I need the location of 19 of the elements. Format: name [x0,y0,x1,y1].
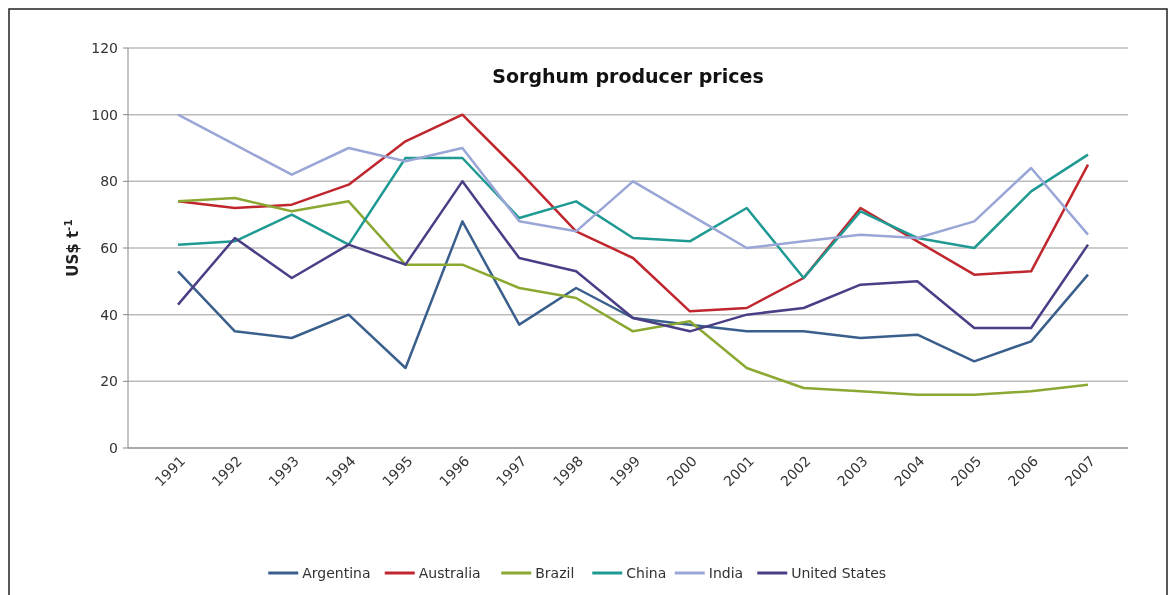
legend-label: Brazil [535,564,575,581]
y-tick-label: 60 [100,239,118,256]
line-series [176,113,1090,250]
text: Sorghum producer prices [492,65,764,87]
line-series [176,153,1090,280]
legend-label: Argentina [302,564,371,581]
line-series [176,220,1090,370]
y-tick-label: 0 [109,439,118,456]
legend-label: India [708,564,744,581]
line-series [176,196,1090,396]
legend-label: Australia [418,564,481,581]
legend-label: United States [791,564,887,581]
y-tick-label: 40 [100,306,118,323]
y-tick-label: 80 [100,173,118,190]
line-series [176,180,1090,333]
legend-label: China [626,564,667,581]
y-tick-label: 120 [91,39,118,56]
y-tick-label: 100 [91,106,118,123]
y-tick-label: 20 [100,373,118,390]
